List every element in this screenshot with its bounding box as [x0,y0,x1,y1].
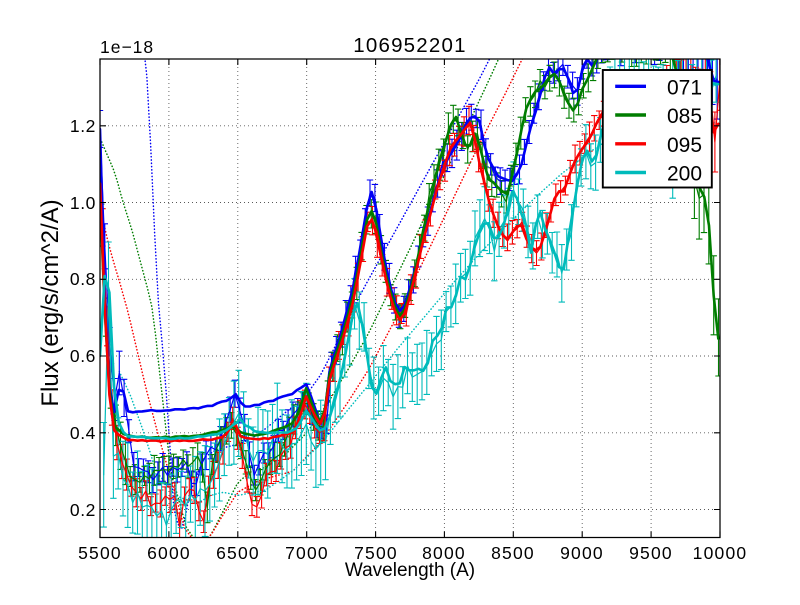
svg-text:7000: 7000 [285,543,329,563]
svg-text:7500: 7500 [354,543,398,563]
svg-text:5500: 5500 [78,543,122,563]
svg-text:0.8: 0.8 [70,269,96,289]
svg-text:200: 200 [667,163,702,186]
svg-text:0.2: 0.2 [70,500,96,520]
svg-text:0.6: 0.6 [70,346,96,366]
svg-text:9000: 9000 [560,543,604,563]
svg-text:1.0: 1.0 [70,193,96,213]
svg-text:Flux (erg/s/cm^2/A): Flux (erg/s/cm^2/A) [37,199,64,406]
svg-text:071: 071 [667,77,702,100]
svg-text:8500: 8500 [491,543,535,563]
svg-text:8000: 8000 [422,543,466,563]
svg-text:6000: 6000 [147,543,191,563]
svg-text:0.4: 0.4 [70,423,96,443]
svg-text:Wavelength (A): Wavelength (A) [345,560,475,581]
svg-text:095: 095 [667,134,702,157]
svg-text:6500: 6500 [216,543,260,563]
svg-text:10000: 10000 [693,543,748,563]
svg-text:9500: 9500 [629,543,673,563]
svg-text:106952201: 106952201 [353,34,466,57]
svg-text:1.2: 1.2 [70,116,96,136]
svg-text:1e−18: 1e−18 [100,37,154,57]
svg-text:085: 085 [667,105,702,128]
